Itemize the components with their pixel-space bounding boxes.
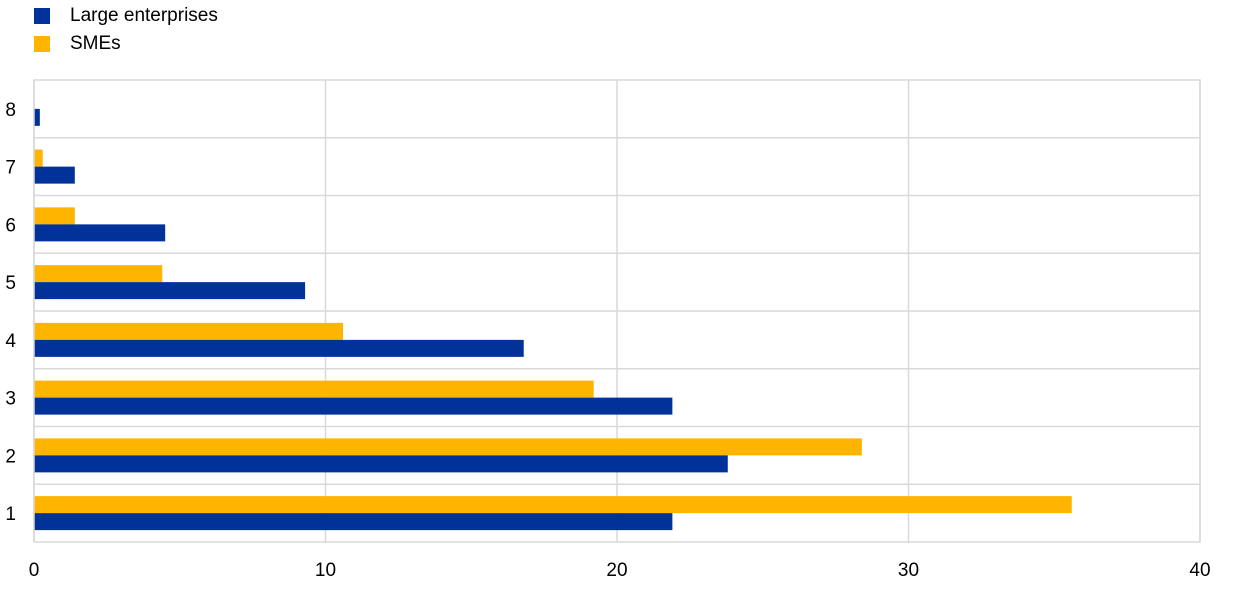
bar-large-enterprises: [34, 166, 75, 184]
bar-smes: [34, 496, 1072, 514]
legend-item-large-enterprises: Large enterprises: [34, 2, 218, 30]
x-tick-label: 30: [898, 560, 919, 581]
legend-label-large-enterprises: Large enterprises: [70, 5, 218, 26]
bar-smes: [34, 322, 343, 340]
x-tick-label: 10: [315, 560, 336, 581]
bar-large-enterprises: [34, 282, 306, 300]
bar-smes: [34, 438, 862, 456]
x-tick-label: 40: [1189, 560, 1210, 581]
bar-large-enterprises: [34, 455, 728, 473]
y-tick-label: 7: [5, 158, 16, 179]
y-tick-label: 5: [5, 273, 16, 294]
y-tick-label: 8: [5, 100, 16, 121]
bar-smes: [34, 207, 75, 225]
y-tick-label: 2: [5, 446, 16, 467]
legend-swatch-smes: [34, 36, 50, 52]
y-tick-label: 1: [5, 504, 16, 525]
bar-large-enterprises: [34, 513, 673, 531]
x-tick-label: 0: [29, 560, 40, 581]
chart-legend: Large enterprises SMEs: [34, 2, 218, 58]
bar-smes: [34, 265, 163, 283]
legend-label-smes: SMEs: [70, 33, 121, 54]
y-tick-label: 4: [5, 331, 16, 352]
legend-item-smes: SMEs: [34, 30, 218, 58]
y-tick-label: 6: [5, 215, 16, 236]
bar-smes: [34, 149, 43, 167]
bar-large-enterprises: [34, 339, 524, 357]
bar-large-enterprises: [34, 224, 166, 242]
bar-smes: [34, 380, 594, 398]
bar-large-enterprises: [34, 397, 673, 415]
bar-large-enterprises: [34, 108, 40, 126]
y-tick-label: 3: [5, 389, 16, 410]
x-tick-label: 20: [606, 560, 627, 581]
legend-swatch-large-enterprises: [34, 8, 50, 24]
